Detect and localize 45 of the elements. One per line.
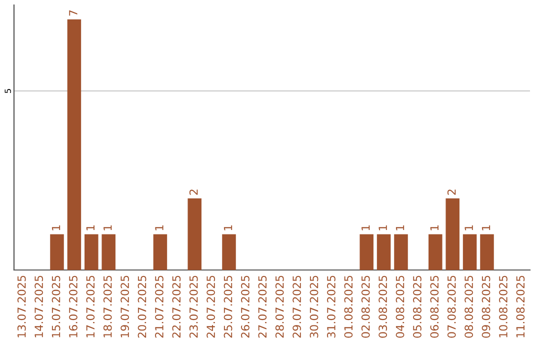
data-label: 1	[378, 225, 387, 230]
x-tick-label: 29.07.2025	[292, 276, 302, 338]
x-tick-label: 04.08.2025	[396, 276, 404, 338]
data-label: 1	[104, 225, 112, 230]
x-tick-label: 25.07.2025	[224, 276, 232, 338]
x-tick-label: 11.08.2025	[516, 276, 525, 338]
data-label: 1	[396, 225, 404, 230]
x-tick-label: 23.07.2025	[189, 276, 198, 338]
x-tick-label: 15.07.2025	[52, 276, 60, 338]
x-tick-label: 17.07.2025	[86, 276, 95, 338]
x-tick-label: 09.08.2025	[482, 276, 490, 338]
data-label: 1	[464, 225, 473, 230]
x-tick-label: 26.07.2025	[241, 276, 250, 338]
data-label: 1	[482, 225, 490, 230]
data-label: 1	[86, 225, 94, 230]
x-tick-label: 14.07.2025	[34, 276, 44, 338]
x-tick-label: 06.08.2025	[430, 276, 439, 338]
x-tick-label: 20.07.2025	[138, 276, 146, 338]
x-tick-label: 24.07.2025	[206, 276, 216, 338]
x-tick-label: 30.07.2025	[310, 276, 318, 338]
x-tick-label: 18.07.2025	[103, 276, 112, 338]
data-label: 7	[69, 10, 78, 16]
y-tick-label: 5	[4, 89, 11, 93]
x-tick-label: 31.07.2025	[327, 276, 336, 338]
x-tick-label: 05.08.2025	[413, 276, 422, 338]
x-tick-label: 03.08.2025	[378, 276, 388, 338]
x-tick-label: 01.08.2025	[344, 276, 353, 338]
x-tick-label: 16.07.2025	[69, 276, 78, 338]
x-tick-label: 27.07.2025	[258, 276, 267, 338]
data-label: 2	[447, 190, 456, 195]
data-label: 1	[224, 225, 232, 230]
data-label: 2	[189, 190, 198, 195]
data-label: 1	[155, 225, 164, 230]
x-tick-label: 21.07.2025	[155, 276, 164, 338]
x-tick-label: 13.07.2025	[17, 276, 26, 338]
data-label: 1	[52, 225, 60, 230]
x-tick-label: 28.07.2025	[275, 276, 284, 338]
data-label: 1	[362, 225, 370, 230]
x-tick-label: 08.08.2025	[464, 276, 474, 338]
data-label: 1	[430, 225, 438, 230]
x-tick-label: 19.07.2025	[120, 276, 130, 338]
x-tick-label: 02.08.2025	[361, 276, 370, 338]
x-tick-label: 22.07.2025	[172, 276, 181, 338]
x-tick-label: 07.08.2025	[447, 276, 456, 338]
x-tick-label: 10.08.2025	[499, 276, 508, 338]
